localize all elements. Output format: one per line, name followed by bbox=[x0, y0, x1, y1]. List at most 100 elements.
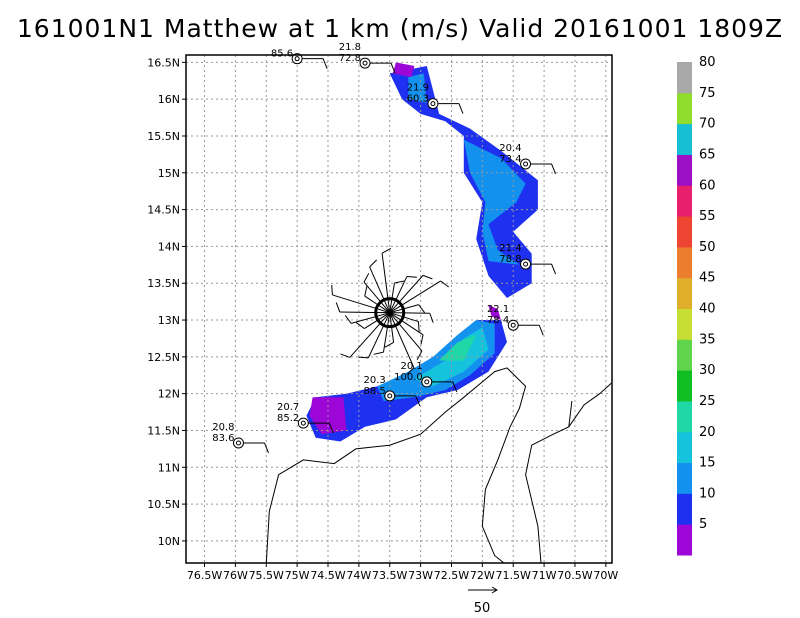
y-tick-label: 12N bbox=[158, 388, 180, 401]
y-tick-label: 14.5N bbox=[147, 204, 180, 217]
y-tick-label: 16N bbox=[158, 93, 180, 106]
station-wind-label: 20.3 bbox=[363, 375, 385, 386]
wind-barb bbox=[389, 312, 424, 336]
x-tick-label: 74W bbox=[346, 569, 371, 582]
colorbar-label: 10 bbox=[699, 486, 716, 501]
colorbar-segment bbox=[677, 431, 692, 464]
wind-barb-flag bbox=[416, 350, 423, 360]
wind-barb-flag bbox=[406, 276, 417, 278]
swath-north-light bbox=[408, 73, 427, 103]
colorbar-label: 25 bbox=[699, 394, 716, 409]
station-dot bbox=[294, 56, 300, 62]
observation-station: 21.872.8 bbox=[339, 42, 396, 74]
x-tick-label: 73.5W bbox=[372, 569, 407, 582]
observation-station: 21.478.8 bbox=[499, 243, 557, 275]
wind-barb bbox=[363, 281, 391, 314]
station-barb-flag bbox=[452, 381, 458, 393]
station-wind-label: 20.7 bbox=[277, 402, 299, 413]
x-tick-label: 70.5W bbox=[557, 569, 592, 582]
colorbar-label: 40 bbox=[699, 302, 716, 317]
station-barb-flag bbox=[328, 422, 334, 434]
wind-barb-flag bbox=[369, 259, 378, 268]
station-dot bbox=[510, 322, 516, 328]
observation-station: 20.883.6 bbox=[212, 422, 269, 454]
colorbar-segment bbox=[677, 524, 692, 556]
wind-barb bbox=[339, 311, 390, 314]
station-barb-flag bbox=[538, 325, 544, 336]
station-circle bbox=[520, 258, 532, 270]
station-barb-flag bbox=[390, 62, 396, 74]
wind-barb-flag bbox=[384, 341, 394, 348]
y-tick-label: 13.5N bbox=[147, 277, 180, 290]
wind-barb bbox=[369, 266, 391, 313]
plot-frame bbox=[185, 54, 613, 564]
x-axis: 76.5W 76W 75.5W 75W 74.5W 74W 73.5W 73W 72.5W 72W… bbox=[187, 563, 618, 582]
station-barb-flag bbox=[415, 395, 421, 407]
station-wind-label: 22.1 bbox=[487, 304, 509, 315]
station-dot bbox=[235, 440, 241, 446]
station-value-label: 85.6 bbox=[271, 49, 293, 60]
station-wind-label: 21.8 bbox=[339, 42, 361, 53]
station-circle bbox=[297, 417, 309, 429]
station-value-label: 78.4 bbox=[487, 315, 509, 326]
y-tick-label: 12.5N bbox=[147, 351, 180, 364]
x-tick-label: 72W bbox=[470, 569, 495, 582]
y-tick-label: 11N bbox=[158, 461, 180, 474]
y-tick-label: 15.5N bbox=[147, 130, 180, 143]
plot-area: 21.872.8 21.960.3 20.473.4 21.478.8 22.178.4… bbox=[185, 42, 613, 564]
observations: 21.872.8 21.960.3 20.473.4 21.478.8 22.178.4… bbox=[212, 42, 557, 454]
colorbar-label: 80 bbox=[699, 55, 716, 70]
coastline-east bbox=[525, 382, 613, 564]
colorbar-segment bbox=[677, 462, 692, 494]
wind-barb bbox=[389, 312, 430, 314]
station-circle bbox=[359, 57, 371, 69]
observation-station: 20.388.5 bbox=[363, 375, 421, 407]
colorbar-segment bbox=[677, 92, 692, 125]
colorbar-segment bbox=[677, 277, 692, 309]
colorbar-segment bbox=[677, 339, 692, 371]
wind-barb bbox=[389, 312, 415, 368]
colorbar-label: 65 bbox=[699, 147, 716, 162]
wind-barb bbox=[381, 253, 391, 313]
y-tick-label: 14N bbox=[158, 240, 180, 253]
y-tick-label: 13N bbox=[158, 314, 180, 327]
swath-south-green bbox=[439, 334, 477, 361]
station-circle bbox=[427, 98, 439, 110]
colorbar-segment bbox=[677, 185, 692, 217]
wind-barb bbox=[389, 276, 408, 313]
wind-barb-flag bbox=[418, 304, 426, 313]
x-tick-label: 71.5W bbox=[496, 569, 531, 582]
center-cluster bbox=[374, 297, 406, 329]
y-tick-label: 16.5N bbox=[147, 56, 180, 69]
swath-north-outer bbox=[389, 66, 538, 298]
observation-station: 21.960.3 bbox=[407, 83, 464, 114]
colorbar-segment bbox=[677, 123, 692, 155]
wind-barb-flag bbox=[429, 313, 434, 323]
grid bbox=[186, 55, 612, 563]
station-circle bbox=[520, 158, 532, 170]
station-dot bbox=[424, 379, 430, 385]
station-barb-flag bbox=[458, 103, 464, 114]
wind-barb bbox=[389, 280, 441, 314]
wind-barb-flag bbox=[394, 280, 405, 284]
station-circle bbox=[507, 319, 519, 331]
x-tick-label: 74.5W bbox=[310, 569, 345, 582]
wind-barb-flag bbox=[355, 322, 365, 329]
station-wind-label: 20.8 bbox=[212, 422, 234, 433]
station-dot bbox=[387, 393, 393, 399]
station-wind-label: 21.9 bbox=[407, 83, 429, 94]
colorbar-label: 70 bbox=[699, 117, 716, 132]
station-value-label: 83.6 bbox=[212, 433, 234, 444]
wind-barb bbox=[351, 312, 390, 324]
x-tick-label: 72.5W bbox=[434, 569, 469, 582]
coastline-spur bbox=[568, 400, 573, 427]
colorbar-label: 75 bbox=[699, 86, 716, 101]
coastline-main bbox=[265, 367, 527, 564]
colorbar-label: 35 bbox=[699, 332, 716, 347]
colorbar-label: 20 bbox=[699, 425, 716, 440]
station-circle bbox=[421, 376, 433, 388]
x-tick-label: 76W bbox=[223, 569, 248, 582]
colorbar-label: 30 bbox=[699, 363, 716, 378]
